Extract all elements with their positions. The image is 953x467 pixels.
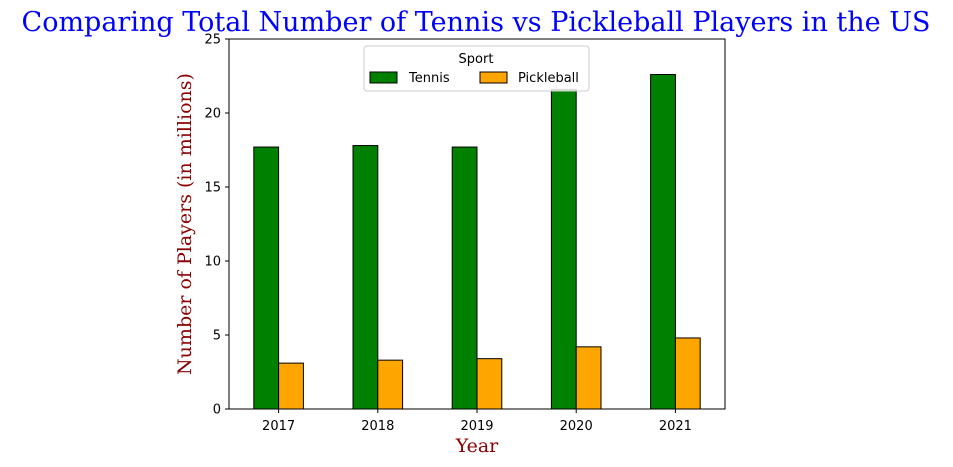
plot-area-frame [228,38,726,410]
bar-tennis-2020 [550,88,577,410]
legend-label-pickleball: Pickleball [518,71,579,86]
x-tick-label: 2017 [262,419,295,434]
x-axis-ticks: 2017 2018 2019 2020 2021 [262,409,692,434]
bars [253,74,701,410]
y-axis-label: Number of Players (in millions) [174,73,196,375]
legend: Sport Tennis Pickleball [363,45,590,92]
legend-title: Sport [459,52,494,67]
legend-swatch-tennis [369,71,398,84]
bar-pickleball-2018 [377,359,404,410]
y-tick-label: 25 [204,33,221,48]
x-tick-label: 2020 [560,419,593,434]
y-tick-label: 5 [213,329,221,344]
y-tick-label: 20 [204,107,221,122]
legend-swatch-pickleball [479,71,508,84]
legend-label-tennis: Tennis [408,71,450,86]
bar-pickleball-2020 [575,346,602,410]
legend-box [363,45,590,92]
y-tick-label: 15 [204,181,221,196]
bar-pickleball-2019 [476,358,503,410]
bar-pickleball-2021 [674,337,701,410]
bar-pickleball-2017 [278,362,304,410]
bar-tennis-2017 [253,146,280,410]
x-axis-label: Year [455,435,499,457]
chart-title: Comparing Total Number of Tennis vs Pick… [22,7,931,38]
y-tick-label: 0 [213,403,221,418]
bar-tennis-2018 [352,145,379,410]
y-axis-ticks: 0 5 10 15 20 25 [204,33,229,418]
y-tick-label: 10 [204,255,221,270]
x-tick-label: 2018 [361,419,394,434]
x-tick-label: 2019 [460,419,493,434]
x-tick-label: 2021 [659,419,692,434]
bar-tennis-2021 [650,74,676,410]
bar-tennis-2019 [451,146,478,410]
